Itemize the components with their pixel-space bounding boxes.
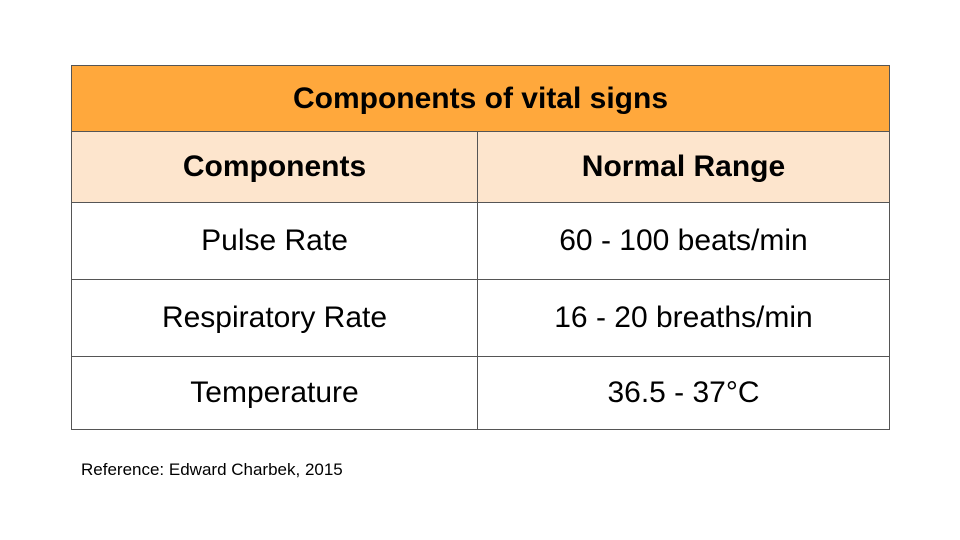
table-row: Pulse Rate 60 - 100 beats/min bbox=[71, 202, 890, 280]
vital-signs-table: Components of vital signs Components Nor… bbox=[71, 65, 890, 430]
table-title-row: Components of vital signs bbox=[71, 65, 890, 132]
table-header-row: Components Normal Range bbox=[71, 131, 890, 203]
component-cell: Respiratory Rate bbox=[71, 279, 478, 357]
normal-range-cell: 36.5 - 37°C bbox=[477, 356, 890, 430]
column-header-components: Components bbox=[71, 131, 478, 203]
column-header-normal-range: Normal Range bbox=[477, 131, 890, 203]
table-row: Respiratory Rate 16 - 20 breaths/min bbox=[71, 279, 890, 357]
normal-range-cell: 60 - 100 beats/min bbox=[477, 202, 890, 280]
component-cell: Pulse Rate bbox=[71, 202, 478, 280]
normal-range-cell: 16 - 20 breaths/min bbox=[477, 279, 890, 357]
table-title: Components of vital signs bbox=[71, 65, 890, 132]
table-row: Temperature 36.5 - 37°C bbox=[71, 356, 890, 430]
reference-note: Reference: Edward Charbek, 2015 bbox=[81, 460, 343, 479]
component-cell: Temperature bbox=[71, 356, 478, 430]
